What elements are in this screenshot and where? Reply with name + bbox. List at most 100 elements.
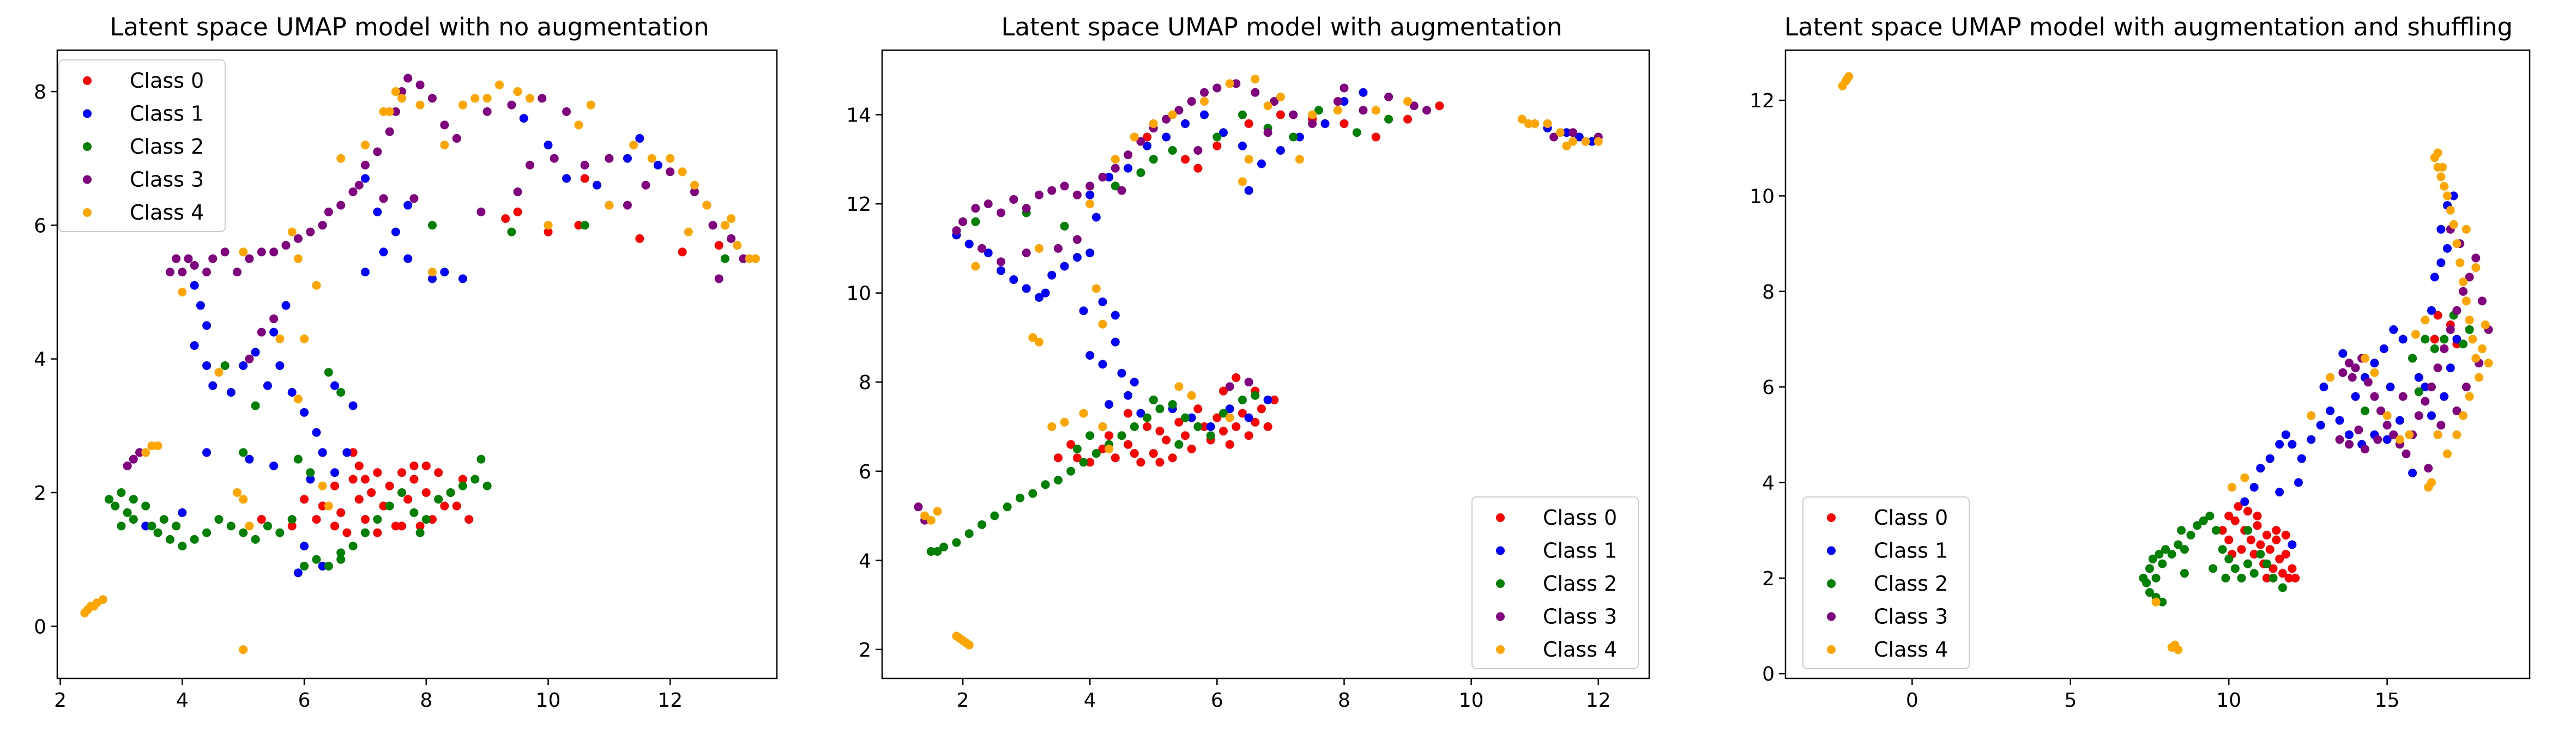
data-point — [2307, 435, 2316, 444]
series-class-2 — [2139, 311, 2474, 606]
legend-label: Class 3 — [1874, 605, 1948, 629]
data-point — [1422, 106, 1432, 115]
data-point — [1225, 440, 1234, 449]
y-tick-label: 4 — [1762, 472, 1775, 495]
data-point — [403, 254, 413, 263]
legend-marker — [1827, 645, 1836, 654]
data-point — [958, 217, 968, 226]
x-tick-label: 2 — [54, 689, 67, 712]
data-point — [208, 381, 218, 390]
data-point — [1117, 368, 1126, 378]
data-point — [1340, 83, 1349, 93]
data-point — [2471, 253, 2481, 263]
data-point — [360, 515, 370, 524]
legend: Class 0 Class 1 Class 2 Class 3 Class 4 — [58, 59, 226, 232]
data-point — [318, 481, 327, 490]
data-point — [1359, 106, 1368, 115]
data-point — [1308, 110, 1317, 119]
data-point — [354, 495, 364, 504]
data-point — [239, 528, 248, 537]
data-point — [409, 461, 419, 470]
data-point — [117, 521, 126, 531]
data-point — [147, 521, 156, 531]
data-point — [1251, 391, 1260, 400]
data-point — [501, 214, 510, 223]
legend-marker — [1827, 612, 1836, 621]
data-point — [1117, 186, 1126, 195]
data-point — [1041, 288, 1050, 298]
data-point — [367, 488, 376, 498]
data-point — [379, 107, 388, 116]
data-point — [2174, 540, 2183, 549]
data-point — [330, 481, 339, 490]
data-point — [1181, 119, 1190, 128]
data-point — [1105, 431, 1114, 440]
data-point — [312, 515, 321, 524]
data-point — [2360, 445, 2369, 454]
data-point — [1168, 453, 1177, 463]
data-point — [1244, 431, 1253, 440]
data-point — [1238, 395, 1247, 404]
data-point — [281, 241, 291, 250]
data-point — [1435, 101, 1444, 111]
data-point — [1359, 88, 1368, 97]
data-point — [1568, 128, 1578, 137]
data-point — [470, 94, 480, 103]
data-point — [245, 454, 254, 464]
data-point — [2218, 526, 2227, 535]
legend-label: Class 0 — [1874, 506, 1948, 530]
data-point — [385, 107, 394, 116]
legend-label: Class 2 — [130, 135, 204, 159]
data-point — [1352, 128, 1361, 137]
data-point — [2382, 411, 2392, 420]
data-point — [1193, 145, 1203, 155]
data-point — [318, 448, 327, 457]
legend-label: Class 0 — [1543, 506, 1617, 530]
data-point — [2433, 430, 2442, 439]
series-class-4 — [1838, 72, 2493, 654]
data-point — [184, 254, 193, 263]
data-point — [1263, 395, 1272, 404]
data-point — [714, 274, 723, 283]
data-point — [2240, 497, 2249, 506]
legend-label: Class 1 — [1874, 539, 1948, 563]
data-point — [1562, 128, 1571, 137]
data-point — [1079, 458, 1088, 467]
data-point — [117, 488, 126, 498]
data-point — [233, 268, 242, 277]
data-point — [245, 521, 254, 531]
data-point — [2354, 426, 2363, 435]
data-point — [1200, 88, 1209, 97]
data-point — [1200, 97, 1209, 106]
data-point — [1149, 119, 1158, 128]
legend-label: Class 4 — [1543, 638, 1617, 662]
data-point — [2256, 464, 2265, 473]
data-point — [379, 194, 388, 203]
data-point — [1053, 453, 1063, 463]
legend-label: Class 2 — [1543, 572, 1617, 596]
data-point — [1218, 427, 1228, 436]
y-tick-label: 8 — [34, 81, 46, 104]
data-point — [202, 528, 212, 537]
data-point — [739, 254, 748, 263]
data-point — [391, 521, 400, 531]
data-point — [1072, 190, 1082, 199]
data-point — [476, 207, 486, 216]
data-point — [440, 120, 449, 130]
data-point — [415, 528, 425, 537]
data-point — [720, 221, 729, 230]
data-point — [1136, 137, 1145, 146]
data-point — [2158, 559, 2167, 568]
data-point — [1105, 444, 1114, 453]
data-point — [165, 535, 174, 544]
data-point — [2265, 454, 2275, 463]
data-point — [348, 542, 358, 551]
data-point — [397, 94, 407, 103]
data-point — [2395, 416, 2404, 425]
data-point — [629, 141, 638, 150]
x-tick-label: 15 — [2375, 689, 2400, 712]
data-point — [1034, 293, 1043, 302]
data-point — [2456, 258, 2465, 268]
data-point — [1530, 119, 1540, 128]
data-point — [1174, 382, 1184, 391]
